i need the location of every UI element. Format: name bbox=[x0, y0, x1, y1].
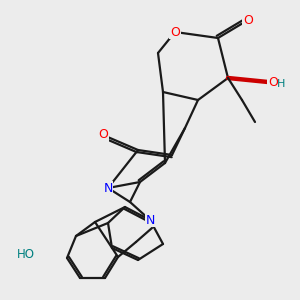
Text: O: O bbox=[268, 76, 278, 88]
Text: H: H bbox=[277, 79, 285, 89]
Text: O: O bbox=[170, 26, 180, 38]
Text: N: N bbox=[145, 214, 155, 226]
Text: O: O bbox=[98, 128, 108, 142]
Text: O: O bbox=[243, 14, 253, 26]
Text: N: N bbox=[103, 182, 113, 194]
Text: HO: HO bbox=[17, 248, 35, 262]
